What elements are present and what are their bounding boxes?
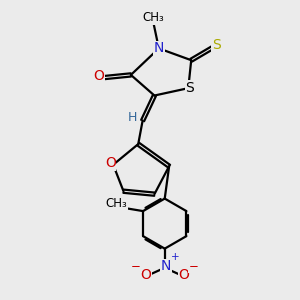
Text: N: N bbox=[161, 259, 171, 273]
Text: CH₃: CH₃ bbox=[106, 197, 128, 210]
Text: N: N bbox=[154, 41, 164, 56]
Text: CH₃: CH₃ bbox=[142, 11, 164, 24]
Text: O: O bbox=[93, 69, 104, 83]
Text: −: − bbox=[131, 260, 141, 273]
Text: −: − bbox=[188, 260, 198, 273]
Text: H: H bbox=[128, 111, 137, 124]
Text: O: O bbox=[105, 156, 116, 170]
Text: O: O bbox=[140, 268, 151, 282]
Text: O: O bbox=[178, 268, 189, 282]
Text: S: S bbox=[212, 38, 220, 52]
Text: S: S bbox=[185, 81, 194, 95]
Text: +: + bbox=[171, 253, 179, 262]
